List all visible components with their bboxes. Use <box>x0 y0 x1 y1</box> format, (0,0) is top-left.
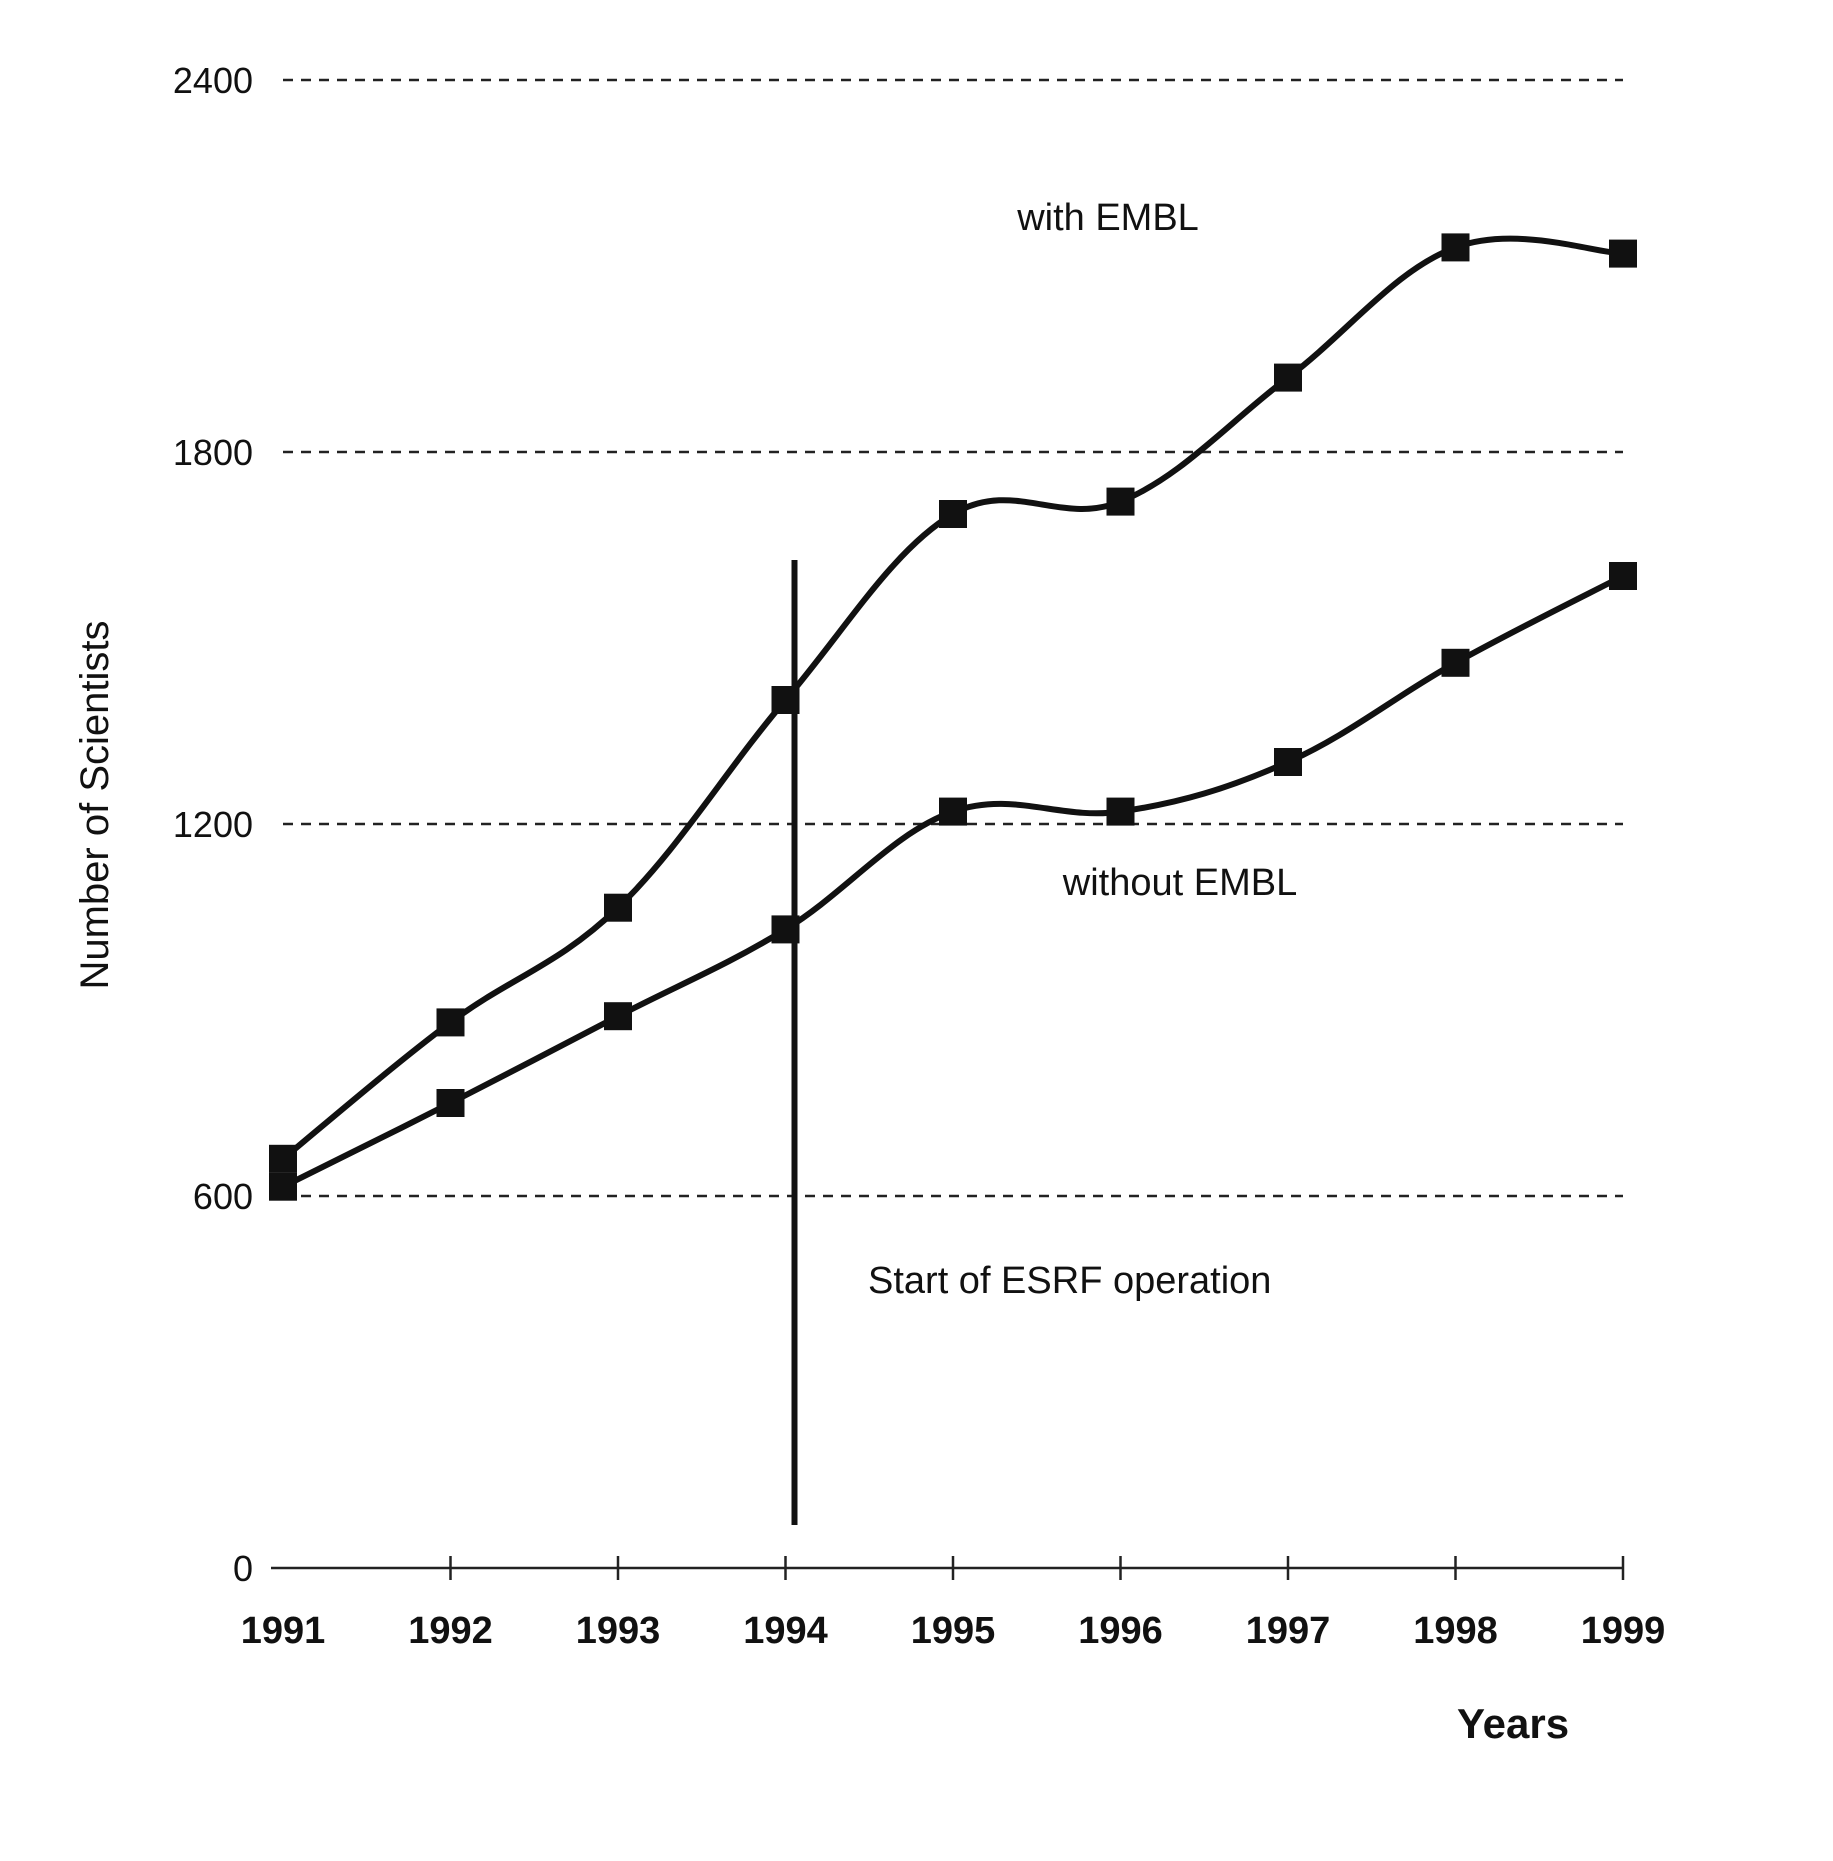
data-point-with-embl <box>1274 363 1302 392</box>
series-line-with-embl <box>280 235 1626 1162</box>
x-tick-label: 1995 <box>911 1610 996 1652</box>
annotation-without-embl: without EMBL <box>1062 862 1297 904</box>
x-axis <box>271 1556 1625 1580</box>
x-axis-tick-labels: 1991 1992 1993 1994 1995 1996 1997 1998 1999 <box>241 1610 1666 1652</box>
series-line-without-embl <box>280 573 1626 1190</box>
series-layer <box>269 233 1637 1201</box>
annotation-with-embl: with EMBL <box>1016 197 1199 239</box>
x-tick-label: 1996 <box>1078 1610 1163 1652</box>
x-tick-label: 1994 <box>743 1610 828 1652</box>
x-axis-title: Years <box>1457 1700 1569 1747</box>
data-point-with-embl <box>269 1144 297 1173</box>
y-axis-tick-labels: 0 600 1200 1800 2400 <box>173 60 253 1589</box>
y-tick-label: 600 <box>193 1176 253 1217</box>
y-tick-label: 0 <box>233 1548 253 1589</box>
x-tick-label: 1992 <box>408 1610 493 1652</box>
x-tick-label: 1991 <box>241 1610 326 1652</box>
data-point-without-embl <box>1274 748 1302 776</box>
annotation-esrf-start: Start of ESRF operation <box>868 1260 1271 1302</box>
data-point-with-embl <box>604 893 632 922</box>
data-point-without-embl <box>269 1172 297 1201</box>
y-tick-label: 2400 <box>173 60 253 101</box>
x-tick-label: 1993 <box>576 1610 661 1652</box>
x-tick-label: 1999 <box>1581 1610 1666 1652</box>
data-point-without-embl <box>1441 648 1470 677</box>
y-tick-label: 1200 <box>173 804 253 845</box>
x-tick-label: 1997 <box>1246 1610 1331 1652</box>
data-point-without-embl <box>604 1002 632 1031</box>
data-point-with-embl <box>1106 487 1135 516</box>
data-point-without-embl <box>939 797 967 826</box>
data-point-with-embl <box>939 500 967 528</box>
y-axis-title: Number of Scientists <box>73 620 117 989</box>
y-tick-label: 1800 <box>173 432 253 473</box>
x-tick-label: 1998 <box>1413 1610 1498 1652</box>
grid-lines <box>283 78 1623 1198</box>
data-point-without-embl <box>436 1089 465 1117</box>
data-point-with-embl <box>1441 233 1470 262</box>
data-point-with-embl <box>436 1008 465 1037</box>
data-point-without-embl <box>1106 797 1135 826</box>
data-point-with-embl <box>1609 239 1637 268</box>
data-point-without-embl <box>1609 562 1637 590</box>
